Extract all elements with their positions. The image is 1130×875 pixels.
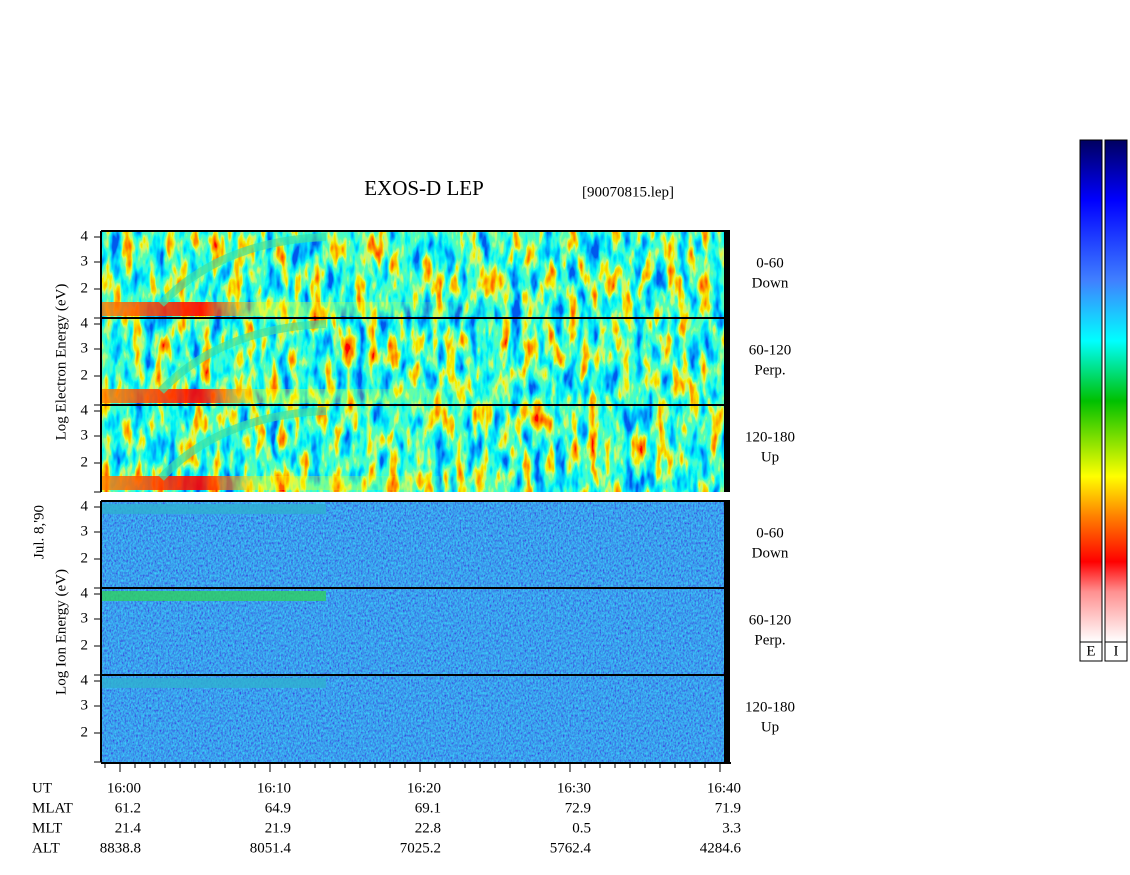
panel-direction: Perp. bbox=[754, 632, 785, 648]
y-tick-label: 3 bbox=[81, 697, 89, 713]
panel-angle: 120-180 bbox=[745, 699, 795, 715]
panel-right-edge bbox=[724, 501, 730, 588]
row-label: MLAT bbox=[32, 800, 73, 816]
ion-axis-label: Log Ion Energy (eV) bbox=[53, 569, 69, 695]
y-tick-label: 4 bbox=[81, 315, 89, 331]
table-cell: 71.9 bbox=[715, 800, 741, 816]
low-energy-band bbox=[101, 476, 501, 490]
panel-direction: Down bbox=[752, 275, 789, 291]
title: EXOS-D LEP bbox=[364, 176, 484, 200]
electron-axis-label: Log Electron Energy (eV) bbox=[53, 284, 69, 441]
table-cell: 21.9 bbox=[265, 820, 291, 836]
orbit-table: UT MLAT MLT ALT 16:00 61.2 21.4 8838.8 16:10 64.9… bbox=[32, 780, 742, 856]
spectrogram bbox=[101, 588, 730, 675]
y-tick-label: 2 bbox=[81, 367, 89, 383]
colorbar-i-box bbox=[1104, 641, 1128, 662]
y-tick-label: 4 bbox=[81, 672, 89, 688]
date-label: Jul. 8,'90 bbox=[31, 505, 47, 559]
panel-direction: Down bbox=[752, 545, 789, 561]
table-cell: 61.2 bbox=[115, 800, 141, 816]
panel-direction: Perp. bbox=[754, 362, 785, 378]
panel-right-edge bbox=[724, 318, 730, 405]
y-tick-label: 4 bbox=[81, 498, 89, 514]
y-tick-label: 2 bbox=[81, 280, 89, 296]
table-cell: 4284.6 bbox=[700, 840, 742, 856]
panel-angle: 0-60 bbox=[756, 255, 784, 271]
arc-feature bbox=[158, 233, 327, 307]
y-tick-label: 2 bbox=[81, 724, 89, 740]
colorbar-e bbox=[1079, 139, 1103, 643]
table-cell: 16:40 bbox=[707, 780, 741, 796]
table-cell: 64.9 bbox=[265, 800, 291, 816]
arc-feature bbox=[158, 320, 327, 394]
row-label: MLT bbox=[32, 820, 62, 836]
table-cell: 8051.4 bbox=[250, 840, 292, 856]
table-cell: 69.1 bbox=[415, 800, 441, 816]
panel-direction: Up bbox=[761, 719, 779, 735]
table-cell: 3.3 bbox=[722, 820, 741, 836]
colorbar-label: E bbox=[1086, 643, 1095, 659]
table-cell: 16:10 bbox=[257, 780, 291, 796]
low-energy-band bbox=[101, 302, 501, 316]
row-label: ALT bbox=[32, 840, 60, 856]
row-label: UT bbox=[32, 780, 52, 796]
y-tick-label: 3 bbox=[81, 253, 89, 269]
panel-right-edge bbox=[724, 675, 730, 762]
panel-right-edge bbox=[724, 231, 730, 318]
table-cell: 8838.8 bbox=[100, 840, 141, 856]
spectrogram bbox=[101, 675, 730, 762]
y-tick-label: 3 bbox=[81, 340, 89, 356]
table-cell: 22.8 bbox=[415, 820, 441, 836]
panel-angle: 120-180 bbox=[745, 429, 795, 445]
y-tick-label: 4 bbox=[81, 585, 89, 601]
arc-feature bbox=[158, 407, 327, 481]
y-tick-label: 3 bbox=[81, 427, 89, 443]
top-band bbox=[101, 591, 326, 601]
low-energy-band bbox=[101, 389, 501, 403]
colorbar-label: I bbox=[1114, 643, 1119, 659]
panel-right-edge bbox=[724, 588, 730, 675]
panel-direction: Up bbox=[761, 449, 779, 465]
table-cell: 72.9 bbox=[565, 800, 591, 816]
y-tick-label: 3 bbox=[81, 610, 89, 626]
y-tick-label: 2 bbox=[81, 637, 89, 653]
colorbar-i bbox=[1104, 139, 1128, 643]
panel-angle: 60-120 bbox=[749, 612, 792, 628]
panels: 4 3 2 0-60 Down 4 3 2 60-120 Perp. 4 3 2 120-180 Up 4 3 2… bbox=[81, 228, 795, 763]
top-band bbox=[101, 678, 326, 688]
spectrogram bbox=[101, 501, 730, 588]
table-cell: 21.4 bbox=[115, 820, 142, 836]
y-tick-label: 3 bbox=[81, 523, 89, 539]
table-cell: 5762.4 bbox=[550, 840, 592, 856]
panel-right-edge bbox=[724, 405, 730, 492]
table-cell: 16:30 bbox=[557, 780, 591, 796]
time-axis bbox=[101, 762, 731, 772]
file-name: [90070815.lep] bbox=[582, 184, 674, 200]
colorbar-e-box bbox=[1079, 641, 1103, 662]
y-tick-label: 2 bbox=[81, 550, 89, 566]
colorbars: E I bbox=[1079, 139, 1128, 662]
table-cell: 16:00 bbox=[107, 780, 141, 796]
y-tick-label: 2 bbox=[81, 454, 89, 470]
y-tick-label: 4 bbox=[81, 402, 89, 418]
panel-angle: 0-60 bbox=[756, 525, 784, 541]
table-cell: 0.5 bbox=[572, 820, 591, 836]
top-band bbox=[101, 504, 326, 514]
y-tick-label: 4 bbox=[81, 228, 89, 244]
table-cell: 16:20 bbox=[407, 780, 441, 796]
table-cell: 7025.2 bbox=[400, 840, 441, 856]
panel-angle: 60-120 bbox=[749, 342, 792, 358]
